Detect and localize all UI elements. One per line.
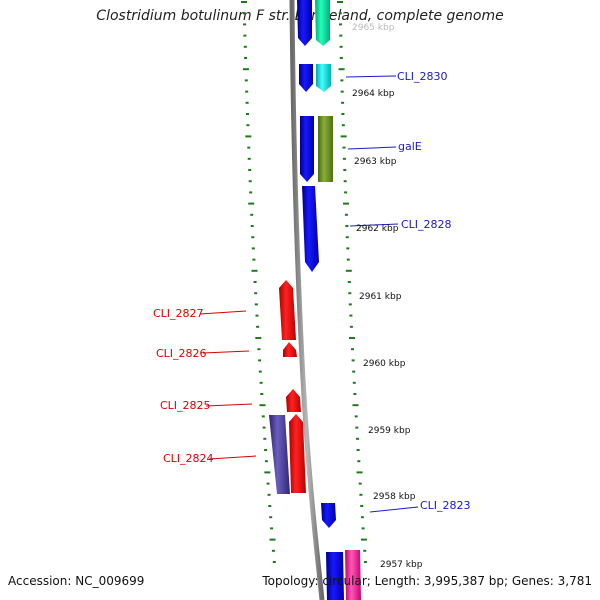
gene-arrow-cli-2824-red <box>289 414 306 493</box>
gene-arrow-top-blue <box>297 0 312 46</box>
gene-arrow-top-cyan <box>315 0 330 46</box>
gene-label-cli-2830: CLI_2830 <box>397 70 448 83</box>
leader-cli-2827 <box>199 310 247 315</box>
leader-gale <box>347 146 397 150</box>
kbp-label: 2958 kbp <box>373 492 416 502</box>
genome-summary-text: Topology: circular; Length: 3,995,387 bp… <box>262 574 592 588</box>
gene-arrow-cli-2823 <box>321 503 336 528</box>
gene-arrow-cli-2828 <box>302 186 319 272</box>
leader-cli-2824 <box>208 455 257 460</box>
gene-label-cli-2824: CLI_2824 <box>163 452 214 465</box>
gene-label-cli-2826: CLI_2826 <box>156 347 207 360</box>
leader-cli-2830 <box>345 75 397 78</box>
gene-arrow-cli-2826 <box>283 342 297 357</box>
gene-label-cli-2827: CLI_2827 <box>153 307 204 320</box>
kbp-label: 2964 kbp <box>352 89 395 99</box>
kbp-label: 2957 kbp <box>380 560 423 570</box>
gene-arrow-gale-olive <box>318 116 333 182</box>
gene-label-cli-2825: CLI_2825 <box>160 399 211 412</box>
accession-text: Accession: NC_009699 <box>8 574 145 588</box>
inner-dotted-track <box>241 1 276 563</box>
genome-backbone <box>289 0 325 600</box>
forward-strand-features <box>297 0 361 600</box>
reverse-strand-features <box>269 280 306 494</box>
leader-cli-2826 <box>202 350 250 354</box>
gene-arrow-bottom-blue <box>326 552 344 600</box>
gene-arrow-cli-2824-slate <box>269 415 290 494</box>
gene-arrow-gale-blue <box>300 116 314 182</box>
gene-arrow-cli-2830-blue <box>299 64 313 92</box>
gene-label-gale: galE <box>398 140 422 153</box>
kbp-label: 2960 kbp <box>363 359 406 369</box>
gene-arrow-cli-2830-cyan <box>316 64 331 92</box>
gene-arrow-bottom-magenta <box>345 550 361 600</box>
kbp-label: 2959 kbp <box>368 426 411 436</box>
kbp-label: 2961 kbp <box>359 292 402 302</box>
gene-label-cli-2823: CLI_2823 <box>420 499 471 512</box>
kbp-label: 2965 kbp <box>352 23 395 33</box>
gene-label-cli-2828: CLI_2828 <box>401 218 452 231</box>
gene-arrow-cli-2827 <box>279 280 296 340</box>
leader-cli-2828 <box>349 223 399 227</box>
outer-dotted-track <box>337 1 367 563</box>
label-leaders <box>199 75 419 513</box>
leader-cli-2825 <box>205 403 253 407</box>
kbp-label: 2963 kbp <box>354 157 397 167</box>
leader-cli-2823 <box>369 506 419 513</box>
kbp-label: 2962 kbp <box>356 224 399 234</box>
gene-arrow-cli-2825 <box>286 389 301 412</box>
